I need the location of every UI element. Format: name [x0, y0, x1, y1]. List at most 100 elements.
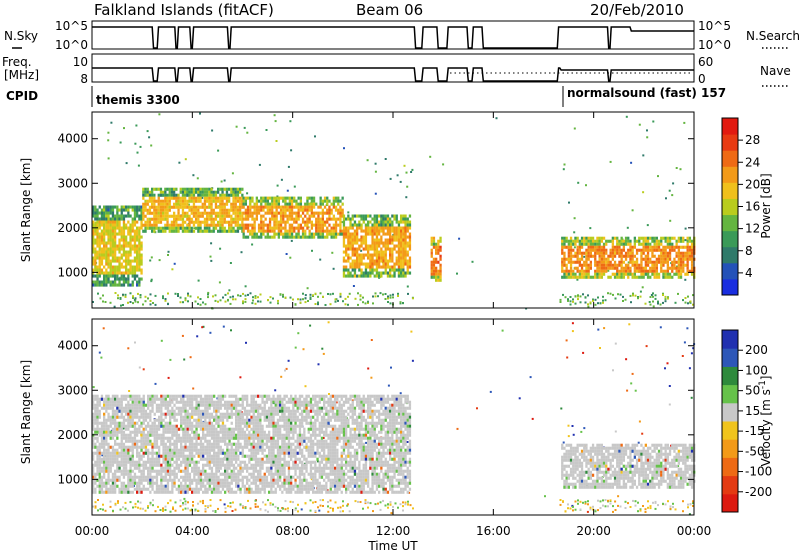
echo-cell [177, 487, 181, 491]
echo-cell [94, 442, 97, 446]
echo-cell [180, 448, 183, 452]
echo-cell [138, 481, 141, 485]
echo-cell [301, 229, 305, 233]
echo-cell [386, 271, 390, 275]
ground-scatter-cell [144, 300, 147, 303]
echo-cell [402, 220, 405, 224]
ground-scatter-cell [559, 301, 562, 303]
echo-cell [171, 451, 174, 455]
echo-cell [277, 235, 280, 239]
echo-cell [353, 232, 357, 236]
echo-cell [578, 263, 581, 267]
echo-cell [105, 442, 108, 446]
echo-cell [397, 268, 401, 272]
echo-cell [175, 433, 178, 437]
echo-cell [339, 211, 342, 215]
echo-cell [191, 436, 194, 440]
echo-cell [273, 214, 276, 218]
speckle-cell [669, 219, 672, 222]
echo-cell [144, 208, 147, 212]
echo-cell [122, 424, 126, 428]
echo-cell [312, 235, 316, 239]
echo-cell [375, 268, 379, 272]
echo-cell [671, 242, 674, 246]
echo-cell [202, 463, 205, 467]
echo-cell [180, 421, 183, 425]
echo-cell [236, 220, 240, 224]
echo-cell [208, 403, 211, 407]
echo-cell [262, 226, 265, 230]
echo-cell [151, 199, 154, 203]
echo-cell [386, 238, 390, 242]
echo-cell [98, 283, 101, 287]
echo-cell [129, 268, 132, 272]
echo-cell [583, 275, 586, 279]
speckle-cell [343, 147, 345, 150]
echo-cell [100, 223, 104, 227]
echo-cell [127, 451, 130, 455]
echo-cell [234, 208, 237, 212]
echo-cell [339, 229, 342, 233]
echo-cell [349, 238, 352, 242]
echo-cell [386, 223, 390, 227]
ground-scatter-cell [299, 298, 302, 301]
echo-cell [408, 259, 412, 263]
echo-cell [244, 214, 247, 218]
ground-scatter-cell [239, 294, 242, 297]
echo-cell [598, 251, 601, 255]
echo-cell [664, 260, 667, 264]
echo-cell [173, 193, 176, 197]
echo-cell [580, 269, 584, 273]
echo-cell [184, 427, 187, 431]
echo-cell [347, 217, 350, 221]
echo-cell [202, 472, 205, 476]
echo-cell [373, 217, 376, 221]
speckle-cell [154, 382, 157, 385]
echo-cell [239, 190, 242, 194]
echo-cell [127, 256, 130, 260]
echo-cell [138, 403, 141, 407]
echo-cell [105, 436, 108, 440]
echo-cell [589, 263, 592, 267]
echo-cell [151, 463, 154, 467]
echo-cell [94, 232, 97, 236]
echo-cell [127, 403, 130, 407]
speckle-cell [609, 160, 612, 163]
echo-cell [103, 448, 106, 452]
echo-cell [166, 487, 170, 491]
speckle-cell [665, 197, 667, 200]
echo-cell [587, 266, 590, 270]
echo-cell [437, 272, 440, 276]
echo-cell [171, 406, 174, 410]
echo-cell [98, 250, 101, 254]
echo-cell [118, 208, 121, 212]
echo-cell [644, 257, 647, 261]
echo-cell [107, 445, 110, 449]
echo-cell [118, 442, 121, 446]
echo-cell [129, 226, 132, 230]
echo-cell [162, 469, 165, 473]
echo-cell [175, 460, 178, 464]
echo-cell [364, 229, 368, 233]
echo-cell [136, 256, 139, 260]
speckle-cell [529, 376, 532, 379]
echo-cell [120, 463, 123, 467]
echo-cell [116, 277, 119, 281]
echo-cell [190, 199, 193, 203]
echo-cell [210, 490, 214, 494]
echo-cell [382, 250, 385, 254]
echo-cell [371, 262, 374, 266]
echo-cell [673, 260, 676, 264]
echo-cell [159, 208, 163, 212]
echo-cell [332, 229, 335, 233]
echo-cell [288, 217, 291, 221]
echo-cell [136, 253, 139, 257]
echo-cell [587, 269, 590, 273]
echo-cell [644, 248, 647, 252]
echo-cell [206, 190, 209, 194]
speckle-cell [317, 363, 320, 366]
echo-cell [169, 475, 172, 479]
echo-cell [107, 253, 110, 257]
echo-cell [131, 274, 134, 278]
echo-cell [572, 242, 575, 246]
